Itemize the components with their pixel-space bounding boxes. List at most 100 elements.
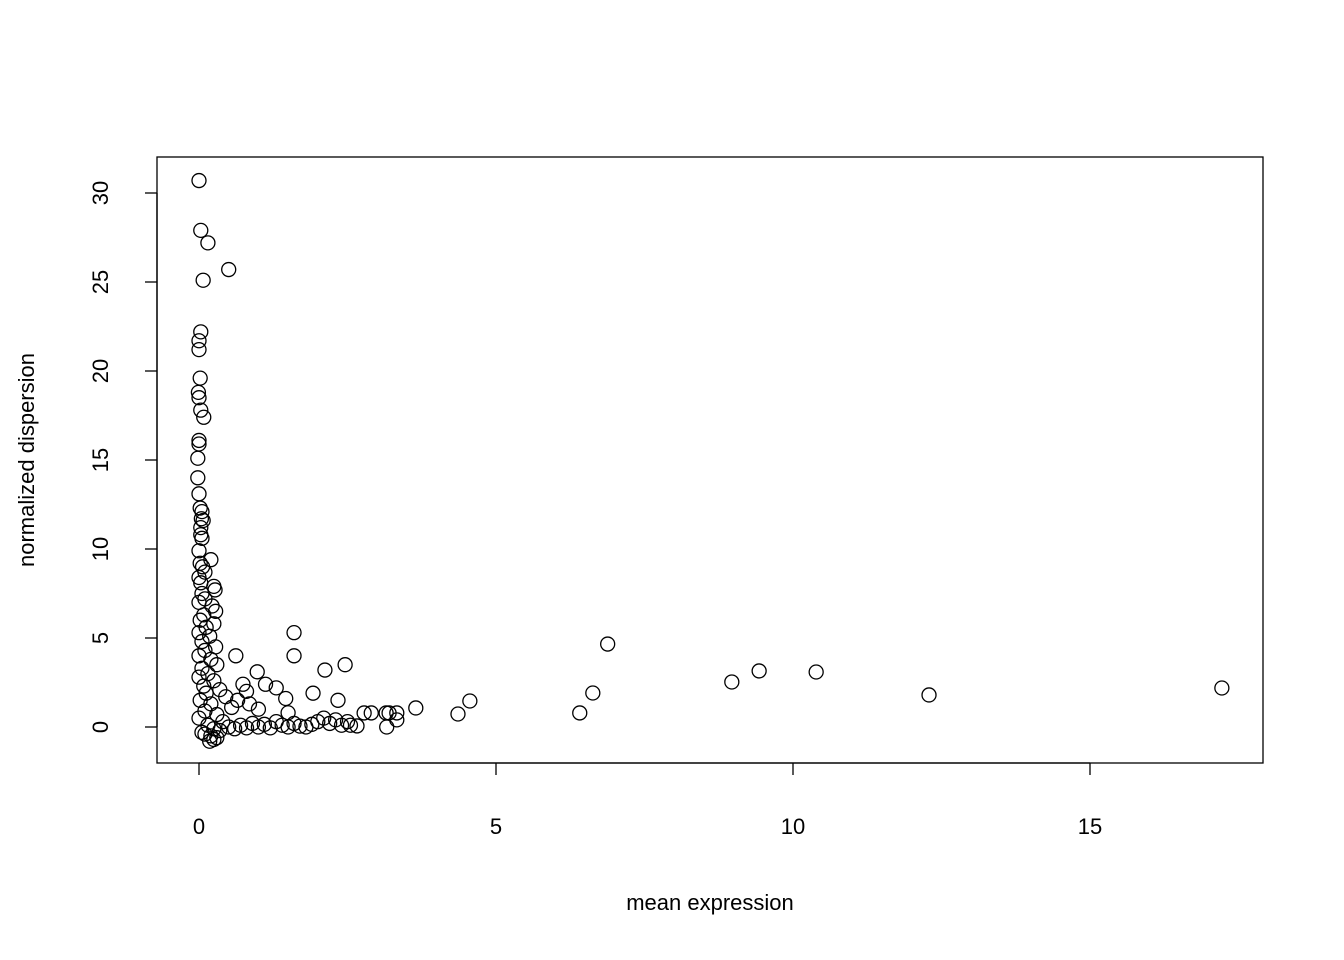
plot-frame	[156, 156, 1264, 764]
data-point	[196, 678, 212, 694]
data-point	[207, 603, 224, 619]
y-tick-label: 30	[88, 181, 113, 205]
data-point	[337, 657, 353, 673]
data-point	[600, 636, 616, 652]
data-point	[196, 409, 212, 425]
data-point	[339, 714, 356, 730]
data-point	[316, 710, 332, 726]
data-point	[356, 705, 372, 721]
data-point	[193, 519, 209, 536]
data-point	[192, 692, 208, 708]
data-point	[286, 648, 302, 664]
data-point	[278, 690, 294, 707]
data-point	[212, 722, 228, 739]
data-point	[363, 705, 379, 721]
data-point	[274, 717, 290, 733]
data-point	[194, 724, 210, 740]
data-point	[389, 712, 405, 728]
data-point	[191, 648, 207, 664]
data-point	[197, 726, 213, 742]
data-point	[196, 607, 212, 623]
data-point	[249, 664, 265, 680]
data-point	[206, 673, 222, 689]
x-tick-label: 5	[490, 814, 502, 839]
data-point	[193, 222, 209, 239]
data-point	[228, 648, 244, 664]
data-point	[235, 676, 251, 692]
data-point	[190, 384, 207, 401]
data-point	[203, 651, 219, 668]
data-point	[200, 235, 216, 251]
data-point	[193, 402, 209, 418]
data-point	[191, 436, 207, 452]
data-point	[197, 564, 213, 580]
data-point	[342, 717, 359, 733]
x-axis-title: mean expression	[626, 890, 794, 915]
data-point	[192, 500, 208, 516]
data-point	[190, 470, 206, 486]
data-point	[194, 633, 210, 650]
data-point	[389, 705, 405, 721]
data-point	[203, 728, 219, 744]
points-layer	[190, 172, 1230, 749]
x-axis: 0 5 10 15	[193, 762, 1102, 839]
data-point	[1214, 680, 1230, 696]
data-point	[191, 625, 207, 641]
data-point	[250, 701, 267, 717]
data-point	[194, 503, 210, 520]
x-tick-label: 15	[1078, 814, 1102, 839]
data-point	[191, 432, 207, 449]
data-point	[191, 172, 207, 189]
y-axis-title: normalized dispersion	[14, 353, 39, 567]
y-tick-label: 15	[88, 448, 113, 472]
data-point	[192, 370, 208, 386]
y-tick-label: 25	[88, 270, 113, 294]
data-point	[286, 625, 302, 641]
data-point	[191, 543, 207, 559]
data-point	[204, 598, 220, 614]
data-point	[585, 685, 601, 701]
data-point	[257, 676, 274, 692]
data-point	[450, 706, 466, 722]
data-point	[191, 341, 207, 358]
data-point	[327, 712, 344, 728]
y-tick-label: 0	[88, 721, 113, 733]
data-point	[724, 674, 740, 690]
x-tick-label: 10	[781, 814, 805, 839]
data-point	[191, 669, 207, 685]
x-tick-label: 0	[193, 814, 205, 839]
data-point	[268, 680, 284, 696]
y-axis: 0 5 10 15 20 25 30	[88, 181, 158, 733]
data-point	[209, 730, 225, 746]
data-point	[193, 511, 210, 527]
data-point	[572, 705, 588, 721]
data-point	[190, 450, 206, 466]
data-point	[921, 687, 937, 703]
data-point	[330, 692, 346, 708]
data-point	[194, 530, 210, 546]
data-point	[292, 718, 308, 734]
data-point	[221, 719, 237, 735]
data-point	[191, 390, 207, 406]
data-point	[462, 693, 478, 709]
data-point	[808, 664, 824, 680]
data-point	[229, 692, 246, 708]
data-point	[317, 662, 333, 678]
data-point	[238, 683, 255, 700]
data-point	[349, 718, 365, 734]
data-point	[209, 657, 225, 673]
y-tick-label: 5	[88, 632, 113, 644]
data-point	[262, 720, 278, 736]
data-point	[195, 272, 211, 288]
data-point	[280, 705, 296, 721]
data-point	[408, 700, 424, 716]
data-point	[191, 333, 207, 349]
y-tick-label: 20	[88, 359, 113, 383]
data-point	[194, 660, 210, 676]
data-point	[221, 261, 237, 278]
data-point	[305, 685, 321, 701]
y-tick-label: 10	[88, 537, 113, 561]
data-point	[191, 486, 207, 502]
data-point	[197, 642, 213, 659]
